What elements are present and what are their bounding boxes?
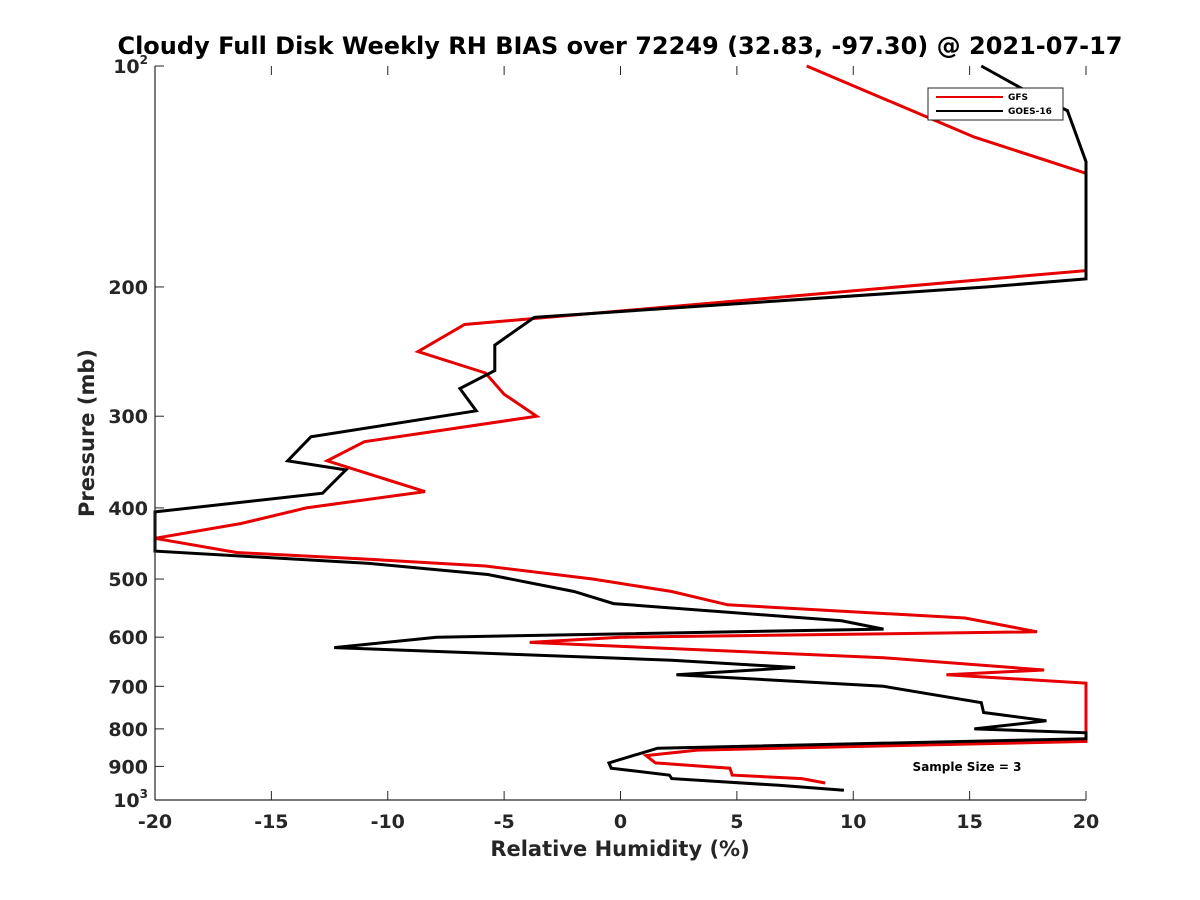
x-tick-label: 15 [956,811,982,833]
y-tick-label: 300 [108,406,148,428]
sample-size-annotation: Sample Size = 3 [913,760,1022,774]
legend-box [927,87,1064,121]
y-tick-label: 102 [113,53,148,78]
series-line-goes-16 [153,64,1088,792]
legend-label: GOES-16 [1008,107,1052,117]
y-tick-label: 200 [108,277,148,299]
y-tick-label: 700 [108,676,148,698]
chart-title: Cloudy Full Disk Weekly RH BIAS over 722… [117,32,1122,60]
x-tick-label: 10 [840,811,866,833]
legend-label: GFS [1008,93,1028,103]
x-axis-label: Relative Humidity (%) [490,837,749,861]
legend: GFS GOES-16 [927,87,1064,121]
x-tick-label: 20 [1073,811,1099,833]
y-ticks: 102 200 300 400 500 600 700 800 900 103 [108,53,164,812]
y-axis-label: Pressure (mb) [75,349,99,517]
x-tick-label: -5 [494,811,515,833]
x-ticks: -20 -15 -10 -5 0 5 10 15 20 [138,66,1099,833]
x-tick-label: 5 [730,811,743,833]
x-tick-label: 0 [614,811,627,833]
x-tick-label: -15 [254,811,288,833]
x-tick-label: -20 [138,811,172,833]
y-tick-label: 400 [108,498,148,520]
y-tick-label: 103 [113,787,148,812]
series-line-gfs [154,64,1088,785]
y-tick-label: 900 [108,756,148,778]
y-tick-label: 800 [108,719,148,741]
y-tick-label: 500 [108,569,148,591]
plot-lines [153,64,1088,792]
y-tick-label: 600 [108,627,148,649]
x-tick-label: -10 [371,811,405,833]
